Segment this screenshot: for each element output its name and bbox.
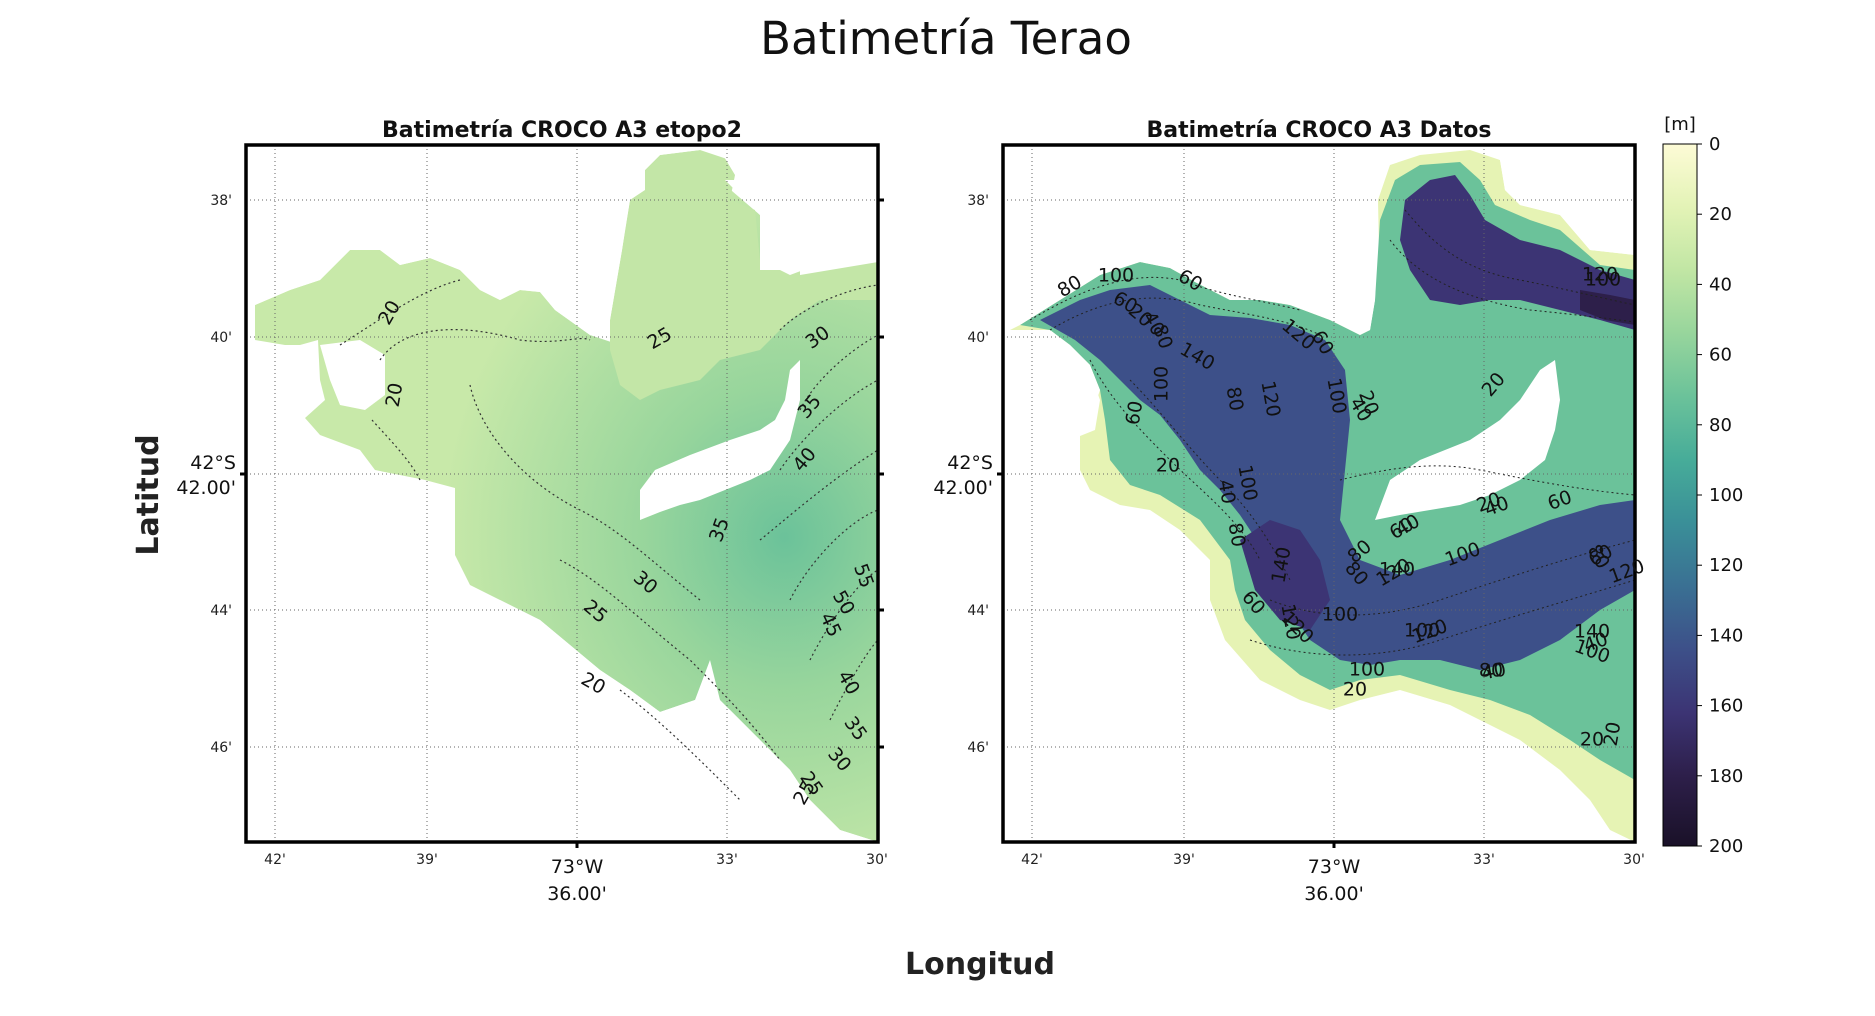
y-tick-label: 38' xyxy=(967,193,989,209)
x-tick-label: 42' xyxy=(1021,852,1043,868)
y-tick-label: 44' xyxy=(210,603,232,619)
datos-contour-label: 140 xyxy=(1574,621,1610,643)
datos-contour-label: 100 xyxy=(1151,366,1173,402)
datos-land-island xyxy=(1055,372,1100,440)
datos-contour-label: 100 xyxy=(1098,265,1134,287)
y-tick-label: 40' xyxy=(210,330,232,346)
colorbar-unit: [m] xyxy=(1664,114,1696,135)
x-center-label-deg: 73°W xyxy=(551,856,604,878)
y-tick-label: 46' xyxy=(210,740,232,756)
y-tick-label: 38' xyxy=(210,193,232,209)
panel-datos-title: Batimetría CROCO A3 Datos xyxy=(1146,118,1491,143)
datos-contour-label: 140 xyxy=(1379,559,1415,581)
datos-deep-core xyxy=(1580,290,1635,325)
datos-land-central xyxy=(1375,360,1560,520)
x-tick-label: 42' xyxy=(264,852,286,868)
etopo2-land-southwest xyxy=(246,490,878,842)
colorbar-tick-label: 0 xyxy=(1709,134,1720,155)
datos-land-northwest-2 xyxy=(1003,330,1100,480)
colorbar-tick-label: 40 xyxy=(1709,274,1732,295)
colorbar: [m] 0 20 40 60 80 100 120 140 160 180 200 xyxy=(1662,114,1743,857)
y-tick-label: 40' xyxy=(967,330,989,346)
x-tick-label: 30' xyxy=(1623,852,1645,868)
etopo2-contour-label: 20 xyxy=(382,381,408,409)
colorbar-tick-label: 160 xyxy=(1709,696,1743,717)
colorbar-tick-label: 200 xyxy=(1709,836,1743,857)
etopo2-ticks xyxy=(240,198,884,848)
colorbar-tick-label: 100 xyxy=(1709,485,1743,506)
panel-datos: Batimetría CROCO A3 Datos xyxy=(933,118,1647,905)
etopo2-frame xyxy=(244,143,880,844)
datos-land-north xyxy=(1470,145,1635,255)
datos-deep-channel-main xyxy=(1040,285,1635,670)
datos-contours xyxy=(1029,209,1635,656)
panel-etopo2: Batimetría CROCO A3 etopo2 xyxy=(176,118,887,905)
datos-contour-label: 80 xyxy=(1222,385,1248,413)
datos-land-south xyxy=(1003,480,1635,842)
datos-contour-label: 20 xyxy=(1580,729,1604,751)
y-center-label-deg: 42°S xyxy=(190,452,236,474)
datos-contour-label: 80 xyxy=(1224,521,1250,549)
datos-contour-label: 80 xyxy=(1479,660,1503,682)
colorbar-tick-label: 60 xyxy=(1709,345,1732,366)
datos-contour-label: 100 xyxy=(1404,620,1440,642)
x-tick-label: 33' xyxy=(1473,852,1495,868)
etopo2-land-southwest-edge xyxy=(246,145,878,340)
datos-land-northwest xyxy=(1003,145,1380,335)
y-axis-label: Latitud xyxy=(131,434,166,555)
colorbar-tick-label: 120 xyxy=(1709,555,1743,576)
panel-etopo2-title: Batimetría CROCO A3 etopo2 xyxy=(382,118,742,143)
etopo2-contours xyxy=(339,279,878,801)
datos-contour-label: 100 xyxy=(1349,659,1385,681)
x-center-label-deg: 73°W xyxy=(1308,856,1361,878)
datos-grid xyxy=(1003,145,1635,842)
datos-contour-label: 100 xyxy=(1585,269,1621,291)
datos-contour-label: 60 xyxy=(1122,399,1148,427)
etopo2-land-north xyxy=(725,180,800,270)
colorbar-ticks: 0 20 40 60 80 100 120 140 160 180 200 xyxy=(1697,134,1743,857)
etopo2-north-arm xyxy=(610,150,878,400)
x-center-label-min: 36.00' xyxy=(547,883,607,905)
colorbar-tick-label: 180 xyxy=(1709,766,1743,787)
colorbar-gradient-bar xyxy=(1662,143,1698,847)
figure-title: Batimetría Terao xyxy=(760,12,1132,65)
y-center-label-min: 42.00' xyxy=(176,477,236,499)
y-tick-label: 46' xyxy=(967,740,989,756)
etopo2-land-ne xyxy=(760,170,878,275)
x-tick-label: 39' xyxy=(1173,852,1195,868)
datos-contour-label: 20 xyxy=(1343,679,1367,701)
x-axis-label: Longitud xyxy=(905,947,1055,982)
etopo2-land-east xyxy=(640,360,800,520)
datos-contour-label: 120 xyxy=(1582,264,1618,286)
y-center-label-min: 42.00' xyxy=(933,477,993,499)
datos-contour-label: 100 xyxy=(1322,604,1358,626)
datos-contour-label: 20 xyxy=(1600,720,1626,748)
colorbar-tick-label: 80 xyxy=(1709,415,1732,436)
datos-ticks xyxy=(997,472,1336,848)
x-tick-label: 33' xyxy=(716,852,738,868)
colorbar-tick-label: 20 xyxy=(1709,204,1732,225)
etopo2-grid xyxy=(246,145,878,842)
y-tick-label: 44' xyxy=(967,603,989,619)
datos-land-water-map xyxy=(1003,145,1635,842)
x-center-label-min: 36.00' xyxy=(1304,883,1364,905)
datos-contour-label: 40 xyxy=(1214,478,1240,506)
colorbar-tick-label: 140 xyxy=(1709,625,1743,646)
datos-deep-channel-north xyxy=(1400,175,1635,330)
datos-contour-label: 40 xyxy=(1480,659,1508,685)
datos-contour-label: 20 xyxy=(1156,455,1180,477)
y-center-label-deg: 42°S xyxy=(947,452,993,474)
datos-frame xyxy=(1001,143,1637,844)
x-tick-label: 30' xyxy=(866,852,888,868)
x-tick-label: 39' xyxy=(416,852,438,868)
datos-deep-south xyxy=(1240,520,1330,630)
etopo2-land-west xyxy=(320,340,385,410)
etopo2-land-water-map xyxy=(246,145,878,842)
